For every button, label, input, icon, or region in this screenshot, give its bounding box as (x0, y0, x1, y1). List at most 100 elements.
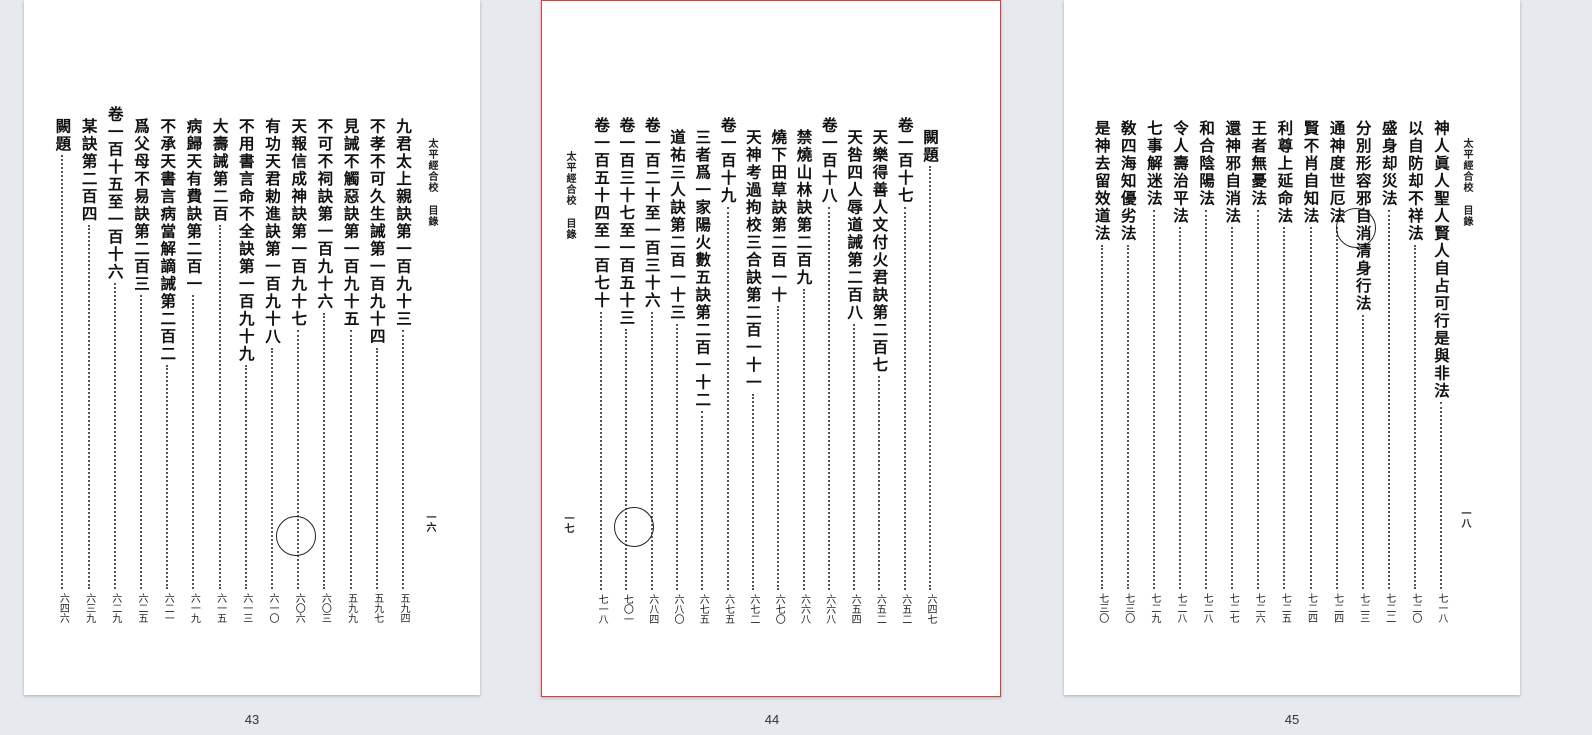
dot-leader (853, 323, 856, 590)
toc-entry[interactable]: 天咎四人辱道誡第二百八 六五四 (844, 129, 864, 624)
toc-entry-title: 天樂得善人文付火君訣第二百七 (870, 129, 890, 374)
toc-entry[interactable]: 見誡不觸惡訣第一百九十五 五九九 (341, 118, 361, 623)
pdf-page-45[interactable]: 太平經合校目錄 一八 神人眞人聖人賢人自占可行是與非法 七一八 以自防却不祥法 七二〇 盛身… (1064, 0, 1520, 695)
toc-entry[interactable]: 還神邪自消法 七二七 (1222, 120, 1242, 623)
dot-leader (929, 166, 931, 590)
toc-entry-page: 六六八 (798, 594, 810, 624)
toc-entry-title: 七事解迷法 (1144, 120, 1164, 208)
hand-drawn-circle-mark (614, 507, 654, 547)
toc-entry-page: 六二一 (162, 593, 174, 623)
toc-entry-title: 通神度世厄法 (1327, 120, 1347, 225)
dot-leader (600, 311, 603, 590)
dot-leader (349, 330, 352, 589)
toc-entry[interactable]: 以自防却不祥法 七二〇 (1405, 120, 1425, 623)
toc-entry[interactable]: 天神考過拘校三合訣第二百一十一 六七二 (743, 129, 763, 624)
toc-entry-title: 道祐三人訣第二百一十三 (668, 129, 687, 322)
toc-entry-title: 大壽誡第二百 (210, 118, 230, 223)
toc-entry[interactable]: 卷一百十五至一百十六 六二九 (105, 106, 125, 623)
page-number-label: 43 (244, 712, 260, 727)
toc-entry[interactable]: 某訣第二百四 六三九 (79, 118, 99, 623)
toc-entry-page: 七〇一 (621, 594, 633, 624)
toc-entry[interactable]: 天報信成神訣第一百九十七 六〇六 (288, 118, 308, 623)
toc-entry[interactable]: 不孝不可久生誡第一百九十四 五九七 (367, 118, 387, 623)
toc-entry-page: 七一八 (596, 594, 608, 624)
toc-entry-title: 是神去留效道法 (1092, 120, 1112, 243)
toc-entry-page: 六三九 (83, 593, 95, 623)
toc-entry[interactable]: 卷一百三十七至一百五十三 七〇一 (616, 117, 636, 624)
toc-entry-page: 六〇三 (319, 593, 331, 623)
toc-entry-title: 病歸天有費訣第二百一 (184, 118, 204, 293)
toc-entry-title: 見誡不觸惡訣第一百九十五 (341, 118, 361, 328)
toc-entry[interactable]: 不可不祠訣第一百九十六六〇三 (314, 118, 334, 623)
dot-leader (1126, 244, 1129, 589)
toc-entry[interactable]: 令人壽治平法 七二八 (1170, 120, 1190, 623)
dot-leader (1309, 227, 1312, 589)
dot-leader (878, 376, 881, 590)
toc-entry-page: 七三〇 (1122, 593, 1134, 623)
toc-entry-title: 敎四海知優劣法 (1118, 120, 1138, 243)
toc-entry[interactable]: 卷一百五十四至一百七十 七一八 (591, 117, 611, 624)
toc-entry-page: 六四六 (57, 593, 69, 623)
toc-entry-page: 六七五 (697, 594, 709, 624)
toc-entry[interactable]: 不用書言命不全訣第一百九十九 六一三 (236, 118, 256, 623)
toc-entry-page: 六四七 (925, 594, 936, 624)
toc-entry[interactable]: 王者無憂法 七二六 (1248, 120, 1268, 623)
toc-entry[interactable]: 七事解迷法 七二九 (1144, 120, 1164, 623)
toc-entry-page: 六五二 (874, 594, 886, 624)
toc-entry[interactable]: 卷一百二十至一百三十六 六八四 (642, 117, 662, 624)
dot-leader (903, 206, 906, 590)
toc-entry[interactable]: 和合陰陽法 七二八 (1196, 120, 1216, 623)
toc-entry[interactable]: 卷一百十八 六六八 (819, 117, 839, 624)
toc-entry[interactable]: 闕題 六四七 (920, 129, 940, 624)
toc-entry[interactable]: 通神度世厄法 七二四 (1327, 120, 1347, 623)
toc-entry[interactable]: 天樂得善人文付火君訣第二百七六五二 (869, 129, 889, 624)
toc-entry[interactable]: 不承天書言病當解謫誡第二百二 六二一 (157, 118, 177, 623)
toc-entry-title: 還神邪自消法 (1223, 120, 1243, 225)
toc-entry[interactable]: 有功天君勅進訣第一百九十八 六一〇 (262, 118, 282, 623)
toc-entry[interactable]: 爲父母不易訣第二百三 六二五 (131, 118, 151, 623)
toc-entry[interactable]: 盛身却災法 七二二 (1379, 120, 1399, 623)
toc-entry-page: 五九七 (371, 593, 383, 623)
toc-entry-page: 六一九 (188, 593, 200, 623)
toc-entry[interactable]: 敎四海知優劣法七三〇 (1118, 120, 1138, 623)
toc-entry[interactable]: 大壽誡第二百 六一五 (210, 118, 230, 623)
toc-entry[interactable]: 闕題 六四六 (52, 118, 72, 623)
toc-entry-page: 六七〇 (773, 594, 785, 624)
toc-entry[interactable]: 燒下田草訣第二百一十六七〇 (768, 129, 788, 624)
folio-number: 一八 (1459, 508, 1470, 528)
toc-entry-title: 燒下田草訣第二百一十 (769, 129, 789, 304)
dot-leader (726, 206, 729, 590)
toc-entry[interactable]: 病歸天有費訣第二百一六一九 (183, 118, 203, 623)
toc-entry-title: 盛身却災法 (1379, 120, 1399, 208)
pdf-page-43[interactable]: 太平經合校目錄 一六 九君太上親訣第一百九十三 五九四 不孝不可久生誡第一百九十四 五九七… (24, 0, 480, 695)
toc-entry-title: 王者無憂法 (1249, 120, 1269, 208)
toc-entry[interactable]: 道祐三人訣第二百一十三 六八〇 (667, 129, 687, 624)
toc-entry[interactable]: 神人眞人聖人賢人自占可行是與非法 七一八 (1431, 120, 1451, 623)
toc-entry-title: 卷一百十八 (819, 117, 839, 205)
toc-entry-page: 七二六 (1253, 593, 1265, 623)
pdf-page-44-selected[interactable]: 太平經合校目錄 一七 闕題 六四七 卷一百十七 六五二 天樂得善人文付火君訣第二百七 六五二天… (541, 0, 1001, 697)
book-title: 太平經合校 (426, 138, 437, 193)
dot-leader (402, 330, 404, 589)
toc-entry-page: 五九四 (398, 593, 409, 623)
toc-entry[interactable]: 卷一百十九 六七五 (718, 117, 738, 624)
page-number-label: 44 (764, 712, 780, 727)
hand-drawn-circle-mark (276, 516, 316, 556)
toc-entry[interactable]: 三者爲一家陽火數五訣第二百一十二 六七五 (692, 129, 712, 624)
toc-entry-title: 天神考過拘校三合訣第二百一十一 (743, 129, 763, 392)
toc-entry[interactable]: 九君太上親訣第一百九十三 五九四 (393, 118, 413, 623)
toc-entry-title: 卷一百十七 (895, 117, 915, 205)
dot-leader (1335, 227, 1338, 589)
folio-number: 一六 (424, 512, 435, 532)
toc-entry[interactable]: 禁燒山林訣第二百九 六六八 (794, 129, 814, 624)
toc-entry[interactable]: 賢不肖自知法 七二四 (1301, 120, 1321, 623)
dot-leader (676, 323, 678, 590)
toc-entry-title: 令人壽治平法 (1171, 120, 1190, 225)
dot-leader (113, 283, 116, 589)
toc-entry[interactable]: 利尊上延命法 七二五 (1274, 120, 1294, 623)
toc-entry-title: 不可不祠訣第一百九十六 (315, 118, 335, 311)
toc-entry-title: 天咎四人辱道誡第二百八 (845, 129, 865, 322)
toc-entry[interactable]: 卷一百十七 六五二 (895, 117, 915, 624)
toc-entry[interactable]: 分別形容邪自消清身行法 七二三 (1353, 120, 1373, 623)
toc-entry[interactable]: 是神去留效道法 七三〇 (1092, 120, 1112, 623)
